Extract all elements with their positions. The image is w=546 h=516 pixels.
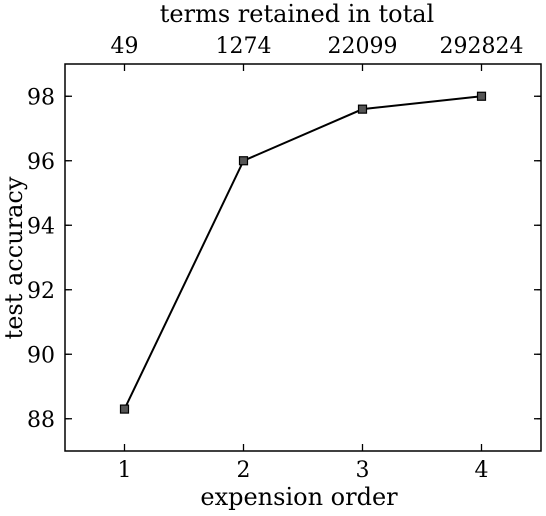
- data-point: [119, 404, 130, 414]
- plot-frame: [64, 63, 542, 452]
- y-tick-label: 96: [27, 150, 55, 175]
- top-tick-label: 1274: [216, 34, 272, 59]
- y-tick-label: 92: [27, 279, 55, 304]
- top-tick-label: 49: [111, 34, 139, 59]
- data-point: [238, 156, 249, 166]
- data-point: [476, 91, 487, 101]
- y-axis-label: test accuracy: [0, 176, 28, 339]
- top-axis-label: terms retained in total: [160, 0, 434, 28]
- x-tick-label: 3: [356, 458, 370, 483]
- series-line: [123, 95, 482, 410]
- y-tick-label: 98: [27, 85, 55, 110]
- x-axis-label: expension order: [200, 483, 398, 511]
- y-tick-label: 90: [27, 343, 55, 368]
- y-tick-label: 94: [27, 214, 55, 239]
- series-group: [119, 91, 487, 414]
- top-tick-label: 22099: [328, 34, 398, 59]
- y-tick-label: 88: [27, 408, 55, 433]
- top-tick-label: 292824: [440, 34, 524, 59]
- data-point: [357, 104, 368, 114]
- ticks-group: 1 49 2 1274 3 22099 4 292824 88 90 92 94 96 98: [27, 34, 541, 483]
- x-tick-label: 2: [237, 458, 251, 483]
- x-tick-label: 1: [118, 458, 132, 483]
- x-tick-label: 4: [475, 458, 489, 483]
